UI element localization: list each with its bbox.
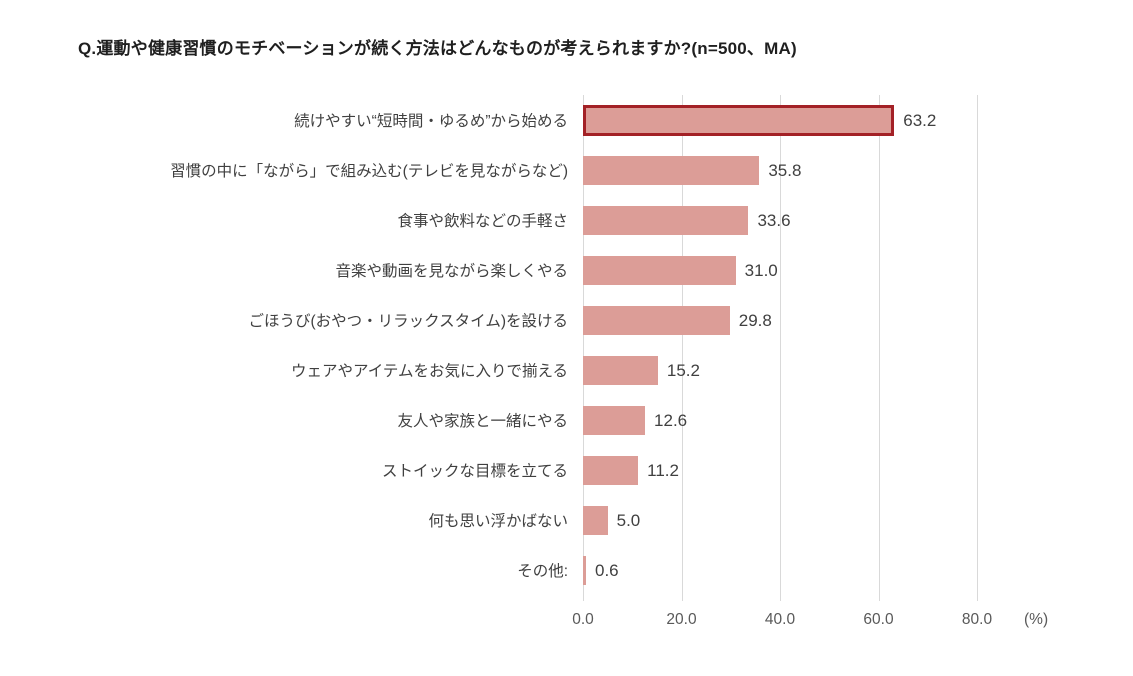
value-label: 35.8 xyxy=(768,161,802,180)
value-label: 29.8 xyxy=(738,311,772,330)
category-label: 友人や家族と一緒にやる xyxy=(397,413,568,430)
x-tick-label: 40.0 xyxy=(764,611,796,628)
category-label: その他: xyxy=(517,563,568,580)
plot-area xyxy=(583,95,1013,601)
x-tick-label: 80.0 xyxy=(961,611,993,628)
bar xyxy=(583,355,658,385)
gridline xyxy=(583,95,584,595)
value-label: 31.0 xyxy=(744,261,778,280)
axis-tick-mark xyxy=(878,595,880,601)
category-label: 音楽や動画を見ながら楽しくやる xyxy=(335,263,568,280)
axis-tick-mark xyxy=(583,595,584,601)
category-label: ウェアやアイテムをお気に入りで揃える xyxy=(291,363,568,380)
unit-label: (%) xyxy=(1024,611,1049,628)
x-tick-label: 60.0 xyxy=(863,611,894,628)
value-label: 12.6 xyxy=(654,411,688,430)
value-label: 33.6 xyxy=(757,211,791,230)
chart-title: Q.運動や健康習慣のモチベーションが続く方法はどんなものが考えられますか?(n=… xyxy=(78,39,797,58)
category-label: 続けやすい“短時間・ゆるめ”から始める xyxy=(294,113,568,130)
gridline xyxy=(878,95,880,595)
value-label: 15.2 xyxy=(666,361,700,380)
bar-rows: 続けやすい“短時間・ゆるめ”から始める 63.2 習慣の中に「ながら」で組み込む(テ… xyxy=(0,95,1133,595)
bar-highlighted xyxy=(583,104,895,136)
bar xyxy=(583,305,730,335)
axis-tick-mark xyxy=(977,595,978,601)
gridline xyxy=(681,95,683,595)
bar xyxy=(583,555,586,585)
bar xyxy=(583,505,608,535)
value-label: 5.0 xyxy=(616,511,641,530)
gridline xyxy=(780,95,781,595)
bar xyxy=(583,455,639,485)
bar-row: ストイックな目標を立てる 11.2 xyxy=(0,445,1133,495)
x-tick-label: 20.0 xyxy=(666,611,697,628)
gridline xyxy=(977,95,978,595)
bar-row: 何も思い浮かばない 5.0 xyxy=(0,495,1133,545)
bar-row: 音楽や動画を見ながら楽しくやる 31.0 xyxy=(0,245,1133,295)
bar-row: 食事や飲料などの手軽さ 33.6 xyxy=(0,195,1133,245)
category-label: 食事や飲料などの手軽さ xyxy=(397,213,568,230)
bar-row: ごほうび(おやつ・リラックスタイム)を設ける 29.8 xyxy=(0,295,1133,345)
value-label: 63.2 xyxy=(903,111,937,130)
category-label: ごほうび(おやつ・リラックスタイム)を設ける xyxy=(248,313,568,330)
bar xyxy=(583,405,646,435)
bar-row: 習慣の中に「ながら」で組み込む(テレビを見ながらなど) 35.8 xyxy=(0,145,1133,195)
axis-tick-mark xyxy=(681,595,683,601)
bar xyxy=(583,155,760,185)
bar-row: 続けやすい“短時間・ゆるめ”から始める 63.2 xyxy=(0,95,1133,145)
category-label: 習慣の中に「ながら」で組み込む(テレビを見ながらなど) xyxy=(170,163,568,180)
bar-row: ウェアやアイテムをお気に入りで揃える 15.2 xyxy=(0,345,1133,395)
axis-tick-mark xyxy=(780,595,781,601)
bar xyxy=(583,205,749,235)
category-label: ストイックな目標を立てる xyxy=(381,463,568,480)
x-axis: 0.0 20.0 40.0 60.0 80.0 xyxy=(0,611,1133,635)
bar-row: 友人や家族と一緒にやる 12.6 xyxy=(0,395,1133,445)
value-label: 11.2 xyxy=(647,461,679,480)
category-label: 何も思い浮かばない xyxy=(428,513,568,530)
bar xyxy=(583,255,736,285)
value-label: 0.6 xyxy=(595,561,619,580)
bar-row: その他: 0.6 xyxy=(0,545,1133,595)
x-tick-label: 0.0 xyxy=(572,611,594,628)
